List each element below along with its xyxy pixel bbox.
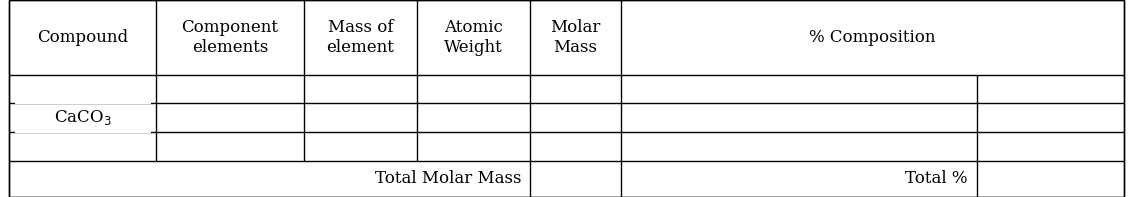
Text: Mass of
element: Mass of element [326, 19, 394, 56]
Text: Compound: Compound [37, 29, 128, 46]
Text: CaCO$_3$: CaCO$_3$ [54, 108, 111, 127]
Text: Total %: Total % [905, 170, 968, 187]
Text: Total Molar Mass: Total Molar Mass [375, 170, 521, 187]
Text: % Composition: % Composition [809, 29, 936, 46]
Text: Atomic
Weight: Atomic Weight [444, 19, 503, 56]
Text: Molar
Mass: Molar Mass [551, 19, 600, 56]
Text: Component
elements: Component elements [181, 19, 279, 56]
